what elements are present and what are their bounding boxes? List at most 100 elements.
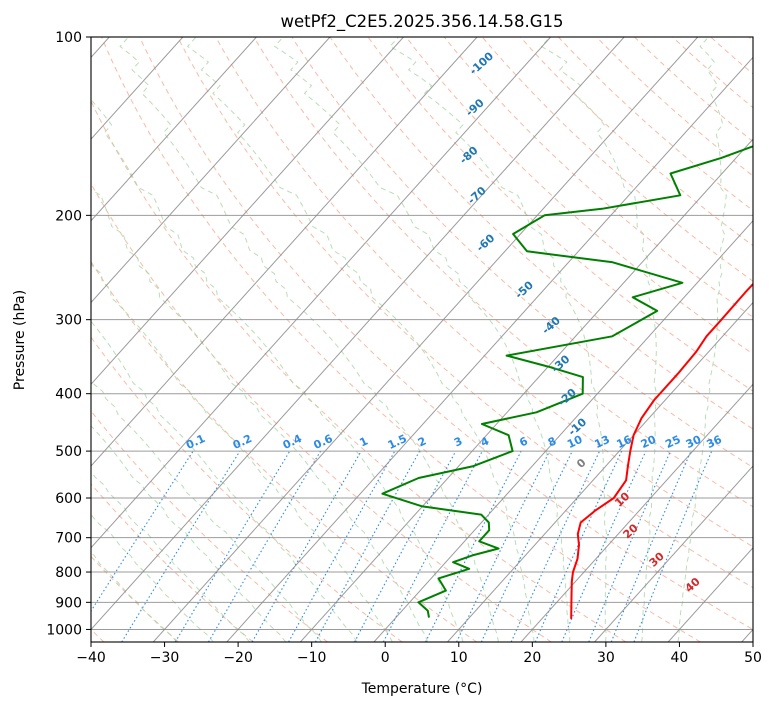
isotherm-label: -60 — [474, 231, 498, 254]
dry-adiabat-line — [672, 37, 753, 109]
isotherm-line — [91, 37, 478, 467]
dry-adiabat-line — [177, 37, 753, 589]
mixing-ratio-line — [610, 450, 692, 642]
dry-adiabat-line — [91, 182, 552, 642]
mixing-ratio-label: 8 — [546, 434, 558, 449]
dry-adiabat-line — [91, 483, 254, 642]
mixing-ratio-label: 10 — [565, 433, 585, 451]
x-tick-label: 0 — [381, 650, 390, 666]
x-tick-label: −30 — [150, 650, 180, 666]
moist-adiabat-line — [186, 37, 535, 642]
mixing-ratio-line — [480, 450, 573, 642]
isotherm-line — [447, 301, 753, 642]
x-tick-label: 20 — [523, 650, 541, 666]
y-tick-label: 400 — [55, 387, 82, 403]
dry-adiabat-line — [101, 37, 701, 642]
isotherm-line — [91, 37, 331, 304]
x-axis-label: Temperature (°C) — [361, 681, 483, 697]
isotherm-label: -80 — [457, 144, 481, 167]
moist-adiabat-line — [91, 257, 393, 642]
mixing-ratio-line — [288, 450, 396, 642]
x-tick-label: −40 — [76, 650, 106, 666]
mixing-ratio-line — [456, 450, 551, 642]
moist-adiabat-line — [91, 378, 322, 642]
moist-adiabat-line — [677, 37, 727, 642]
dry-adiabat-line — [329, 37, 753, 430]
dewpoint-profile-line — [381, 145, 753, 618]
isotherm-label: -90 — [463, 96, 487, 119]
chart-title: wetPf2_C2E5.2025.356.14.58.G15 — [280, 12, 563, 32]
mixing-ratio-label: 1.5 — [386, 432, 409, 452]
mixing-ratio-label: 25 — [663, 433, 682, 451]
mixing-ratio-line — [510, 450, 601, 642]
isotherm-label: -40 — [539, 314, 563, 337]
isotherm-line — [667, 546, 753, 642]
mixing-ratio-line — [588, 450, 672, 642]
moist-adiabat-line — [273, 37, 571, 642]
mixing-ratio-label: 16 — [615, 433, 635, 451]
moist-adiabat-line — [91, 425, 287, 642]
y-tick-label: 700 — [55, 531, 82, 547]
dry-adiabat-line — [558, 37, 753, 212]
reference-lines — [91, 37, 753, 642]
mixing-ratio-line — [633, 450, 713, 642]
isotherm-line — [91, 37, 625, 631]
y-tick-label: 1000 — [46, 622, 82, 638]
plot-frame — [90, 36, 754, 643]
axes: 0.1 0.2 0.4 0.6 1 1.5 2 3 4 6 8 10 13 16 20 25 30 36-100-… — [46, 30, 762, 666]
isotherm-line — [91, 37, 552, 549]
moist-adiabat-line — [91, 320, 358, 642]
dry-adiabat-line — [291, 37, 753, 469]
x-tick-label: 10 — [450, 650, 468, 666]
dry-adiabat-line — [91, 336, 403, 642]
mixing-ratio-label: 36 — [705, 433, 725, 451]
dry-adiabat-line — [519, 37, 753, 247]
isotherm-line — [299, 138, 753, 642]
isotherm-line — [226, 56, 753, 642]
mixing-ratio-line — [354, 450, 457, 642]
y-axis-label: Pressure (hPa) — [12, 290, 28, 390]
moist-adiabat-line — [540, 37, 657, 642]
mixing-ratio-label: 2 — [416, 434, 428, 449]
moist-adiabat-line — [91, 83, 464, 642]
y-tick-label: 900 — [55, 595, 82, 611]
isotherm-line — [91, 37, 257, 222]
y-tick-label: 800 — [55, 565, 82, 581]
dry-adiabat-line — [596, 37, 753, 177]
isotherm-label: 0 — [574, 456, 589, 471]
x-tick-label: −20 — [223, 650, 253, 666]
mixing-ratio-label: 20 — [639, 433, 659, 451]
moist-adiabat-line — [119, 37, 499, 642]
mixing-ratio-line — [174, 450, 291, 642]
mixing-ratio-label: 3 — [452, 434, 464, 449]
isotherm-line — [152, 37, 699, 642]
mixing-ratio-line — [314, 450, 421, 642]
isotherm-label: 10 — [612, 490, 632, 510]
x-tick-label: −10 — [297, 650, 327, 666]
moist-adiabat-line — [91, 470, 250, 642]
moist-adiabat-line — [91, 512, 214, 642]
dry-adiabat-line — [481, 37, 753, 282]
isotherm-line — [373, 220, 753, 642]
mixing-ratio-line — [534, 450, 623, 642]
y-tick-label: 100 — [55, 30, 82, 46]
mixing-ratio-label: 13 — [592, 433, 611, 451]
mixing-ratio-label: 30 — [684, 433, 704, 451]
y-tick-label: 300 — [55, 313, 82, 329]
y-tick-label: 500 — [55, 444, 82, 460]
dry-adiabat-line — [443, 37, 753, 318]
moist-adiabat-line — [389, 37, 607, 642]
mixing-ratio-label: 0.1 — [184, 432, 207, 452]
isotherm-line — [91, 37, 404, 386]
dry-adiabat-line — [253, 37, 753, 508]
dry-adiabat-line — [91, 410, 328, 642]
x-tick-label: 50 — [744, 650, 762, 666]
isotherm-label: -20 — [556, 386, 580, 409]
mixing-ratio-line — [91, 450, 194, 613]
mixing-ratio-line — [208, 450, 322, 642]
isotherm-line — [520, 383, 753, 642]
y-tick-label: 200 — [55, 208, 82, 224]
moist-adiabat-line — [91, 189, 429, 642]
